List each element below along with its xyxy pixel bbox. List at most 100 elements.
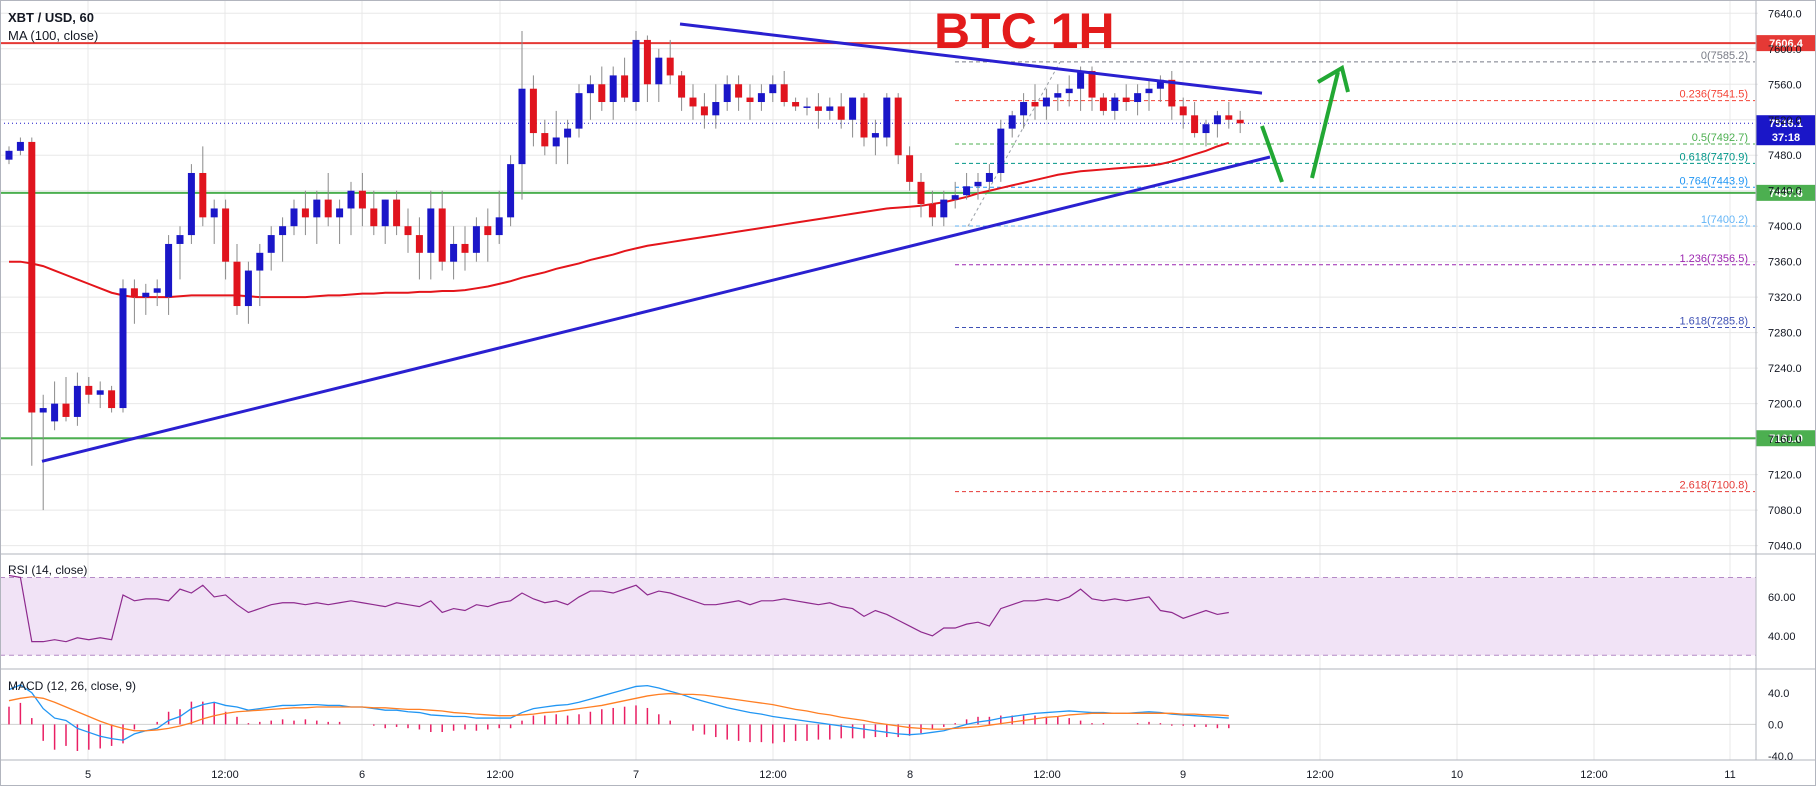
candle-up xyxy=(871,133,879,138)
candle-down xyxy=(621,75,629,98)
rsi-series xyxy=(8,574,1229,643)
price-tick-label: 7040.0 xyxy=(1768,541,1802,553)
candle-down xyxy=(130,288,138,298)
candle-down xyxy=(301,208,309,218)
ascending-trendline[interactable] xyxy=(41,155,1271,463)
candle-up xyxy=(1156,79,1164,89)
price-tick-label: 7640.0 xyxy=(1768,8,1802,20)
up-arrow-head[interactable] xyxy=(1316,64,1350,93)
candle-down xyxy=(62,403,70,417)
candle-up xyxy=(381,199,389,227)
candle-up xyxy=(187,172,195,236)
candle-down xyxy=(780,84,788,103)
candle-up xyxy=(472,226,480,253)
countdown-label: 37:18 xyxy=(1772,132,1800,144)
candle-up xyxy=(723,84,731,103)
candle-up xyxy=(39,408,47,413)
level-price-label: 7437.6 xyxy=(1769,188,1803,200)
candle-down xyxy=(393,199,401,227)
down-arrow-leg[interactable] xyxy=(1260,125,1284,183)
candle-down xyxy=(643,39,651,85)
ma-100-line xyxy=(9,141,1230,299)
candle-up xyxy=(244,270,252,307)
candle-up xyxy=(267,235,275,253)
level-price-tag xyxy=(1756,184,1816,201)
price-tick-label: 7240.0 xyxy=(1768,363,1802,375)
candle-down xyxy=(837,106,845,120)
price-tick-label: 7560.0 xyxy=(1768,79,1802,91)
signal-line xyxy=(8,692,1229,732)
price-tick-label: 7440.0 xyxy=(1768,186,1802,198)
time-tick-label: 6 xyxy=(359,769,365,781)
candle-down xyxy=(678,75,686,98)
candle-down xyxy=(324,199,332,218)
macd-tick-label: 40.0 xyxy=(1768,688,1789,700)
candle-down xyxy=(917,181,925,205)
candle-up xyxy=(1020,102,1028,116)
candle-down xyxy=(689,97,697,107)
price-tick-label: 7360.0 xyxy=(1768,257,1802,269)
candle-up xyxy=(849,97,857,120)
time-tick-label: 12:00 xyxy=(1306,769,1334,781)
price-tick-label: 7600.0 xyxy=(1768,44,1802,56)
last-price-tag xyxy=(1756,115,1816,146)
time-tick-label: 12:00 xyxy=(1580,769,1608,781)
fib-level-label: 0.236(7541.5) xyxy=(1680,89,1749,101)
candle-up xyxy=(256,252,264,271)
candle-down xyxy=(541,133,549,147)
candle-down xyxy=(1236,119,1244,124)
descending-trendline[interactable] xyxy=(679,22,1263,95)
last-price-label: 7516.1 xyxy=(1769,118,1803,130)
horizontal-levels[interactable]: 7606.4 7437.6 7161.0 7516.1 37:18 xyxy=(0,35,1816,447)
trendlines[interactable] xyxy=(41,22,1350,463)
candle-down xyxy=(1168,79,1176,107)
grid xyxy=(0,0,1758,760)
candle-up xyxy=(940,199,948,218)
price-tick-label: 7200.0 xyxy=(1768,399,1802,411)
candle-up xyxy=(290,208,298,227)
candle-up xyxy=(974,181,982,187)
candle-up xyxy=(712,102,720,116)
candle-down xyxy=(746,97,754,103)
candle-down xyxy=(370,208,378,227)
candle-down xyxy=(484,226,492,236)
level-price-label: 7606.4 xyxy=(1769,38,1804,50)
candle-down xyxy=(199,172,207,218)
candle-down xyxy=(85,385,93,395)
candle-up xyxy=(119,288,127,409)
candle-down xyxy=(461,243,469,253)
candle-up xyxy=(450,243,458,262)
fib-level-label: 0.618(7470.9) xyxy=(1680,151,1749,163)
candle-down xyxy=(598,84,606,103)
candle-down xyxy=(814,106,822,111)
price-tick-label: 7480.0 xyxy=(1768,150,1802,162)
fib-level-label: 1.236(7356.5) xyxy=(1680,253,1749,265)
candle-up xyxy=(997,128,1005,173)
candle-up xyxy=(1111,97,1119,111)
time-tick-label: 5 xyxy=(85,769,91,781)
candle-down xyxy=(404,226,412,236)
price-tick-label: 7520.0 xyxy=(1768,115,1802,127)
candle-down xyxy=(700,106,708,116)
candle-up xyxy=(176,235,184,244)
candle-up xyxy=(336,208,344,218)
candle-up xyxy=(51,403,59,422)
candle-down xyxy=(1191,115,1199,134)
time-tick-label: 11 xyxy=(1724,769,1735,781)
candle-up xyxy=(427,208,435,253)
candle-up xyxy=(1042,97,1050,107)
candle-up xyxy=(632,39,640,103)
candle-up xyxy=(96,390,104,395)
up-arrow-shaft[interactable] xyxy=(1310,71,1340,179)
ma-legend: MA (100, close) xyxy=(8,28,98,43)
candle-up xyxy=(963,186,971,196)
rsi-line xyxy=(8,574,1229,643)
candle-down xyxy=(222,208,230,262)
candle-up xyxy=(165,243,173,298)
candle-down xyxy=(108,390,116,409)
candle-down xyxy=(1225,115,1233,120)
fib-level-label: 0.764(7443.9) xyxy=(1680,175,1749,187)
fibonacci-retracement[interactable]: 0(7585.2) 0.236(7541.5) 0.5(7492.7) 0.618(7… xyxy=(955,50,1755,493)
